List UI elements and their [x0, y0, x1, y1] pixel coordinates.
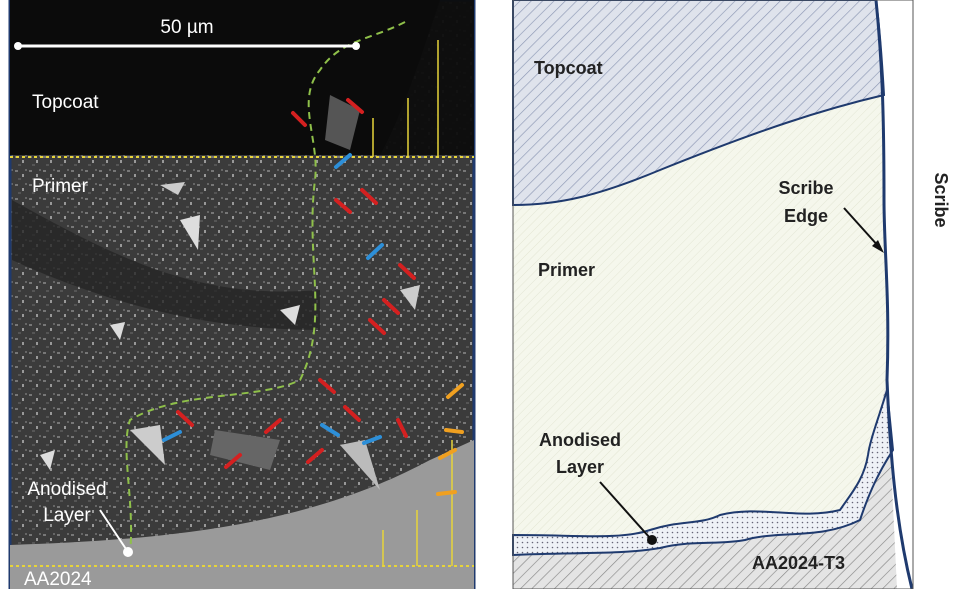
layer-label: Edge: [784, 206, 828, 226]
layer-label: Topcoat: [32, 92, 99, 113]
layer-label: Layer: [556, 457, 604, 477]
figure: 50 µm Topcoat Primer Anodised Layer AA20…: [0, 0, 956, 589]
scale-bar-label: 50 µm: [160, 17, 213, 38]
layer-label: Topcoat: [534, 58, 603, 78]
layer-label: AA2024: [24, 569, 92, 589]
layer-label: Primer: [538, 260, 595, 280]
schematic: Topcoat Primer Scribe Edge Scribe Anodis…: [513, 0, 951, 589]
micrograph: 50 µm Topcoat Primer Anodised Layer AA20…: [10, 0, 474, 589]
layer-label: Scribe: [931, 172, 951, 227]
layer-label: Anodised: [27, 479, 106, 500]
layer-label: AA2024-T3: [752, 553, 845, 573]
layer-label: Anodised: [539, 430, 621, 450]
layer-label: Scribe: [778, 178, 833, 198]
layer-label: Layer: [43, 505, 91, 526]
layer-label: Primer: [32, 176, 89, 197]
